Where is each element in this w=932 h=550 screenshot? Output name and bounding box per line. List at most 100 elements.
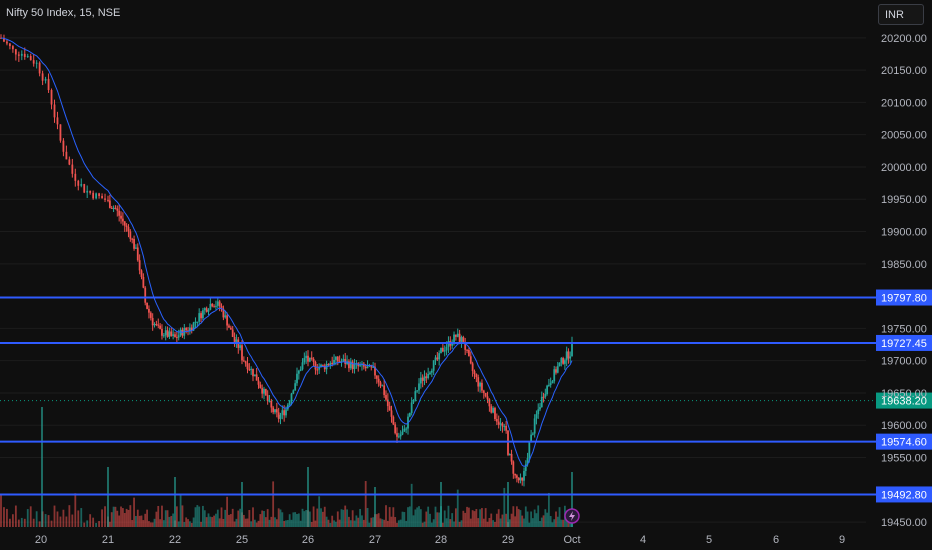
candle-body bbox=[62, 140, 65, 152]
candle-body bbox=[279, 414, 282, 419]
price-tick: 20100.00 bbox=[881, 97, 927, 109]
price-tick: 19850.00 bbox=[881, 259, 927, 271]
volume-bar bbox=[499, 518, 502, 527]
candle-body bbox=[270, 400, 273, 408]
candle-body bbox=[268, 400, 271, 402]
candle-body bbox=[508, 454, 511, 456]
candle-body bbox=[228, 325, 230, 328]
volume-bar bbox=[482, 518, 485, 527]
volume-bar bbox=[183, 522, 186, 527]
candle-body bbox=[401, 431, 404, 435]
candle-body bbox=[53, 104, 56, 118]
candle-body bbox=[166, 330, 169, 337]
price-tick: 19700.00 bbox=[881, 356, 927, 368]
volume-bar bbox=[202, 505, 204, 527]
candle-body bbox=[286, 404, 289, 410]
candle-body bbox=[412, 400, 415, 403]
candle-body bbox=[14, 49, 17, 55]
candle-body bbox=[253, 374, 256, 377]
candle-body bbox=[98, 193, 100, 197]
candle-body bbox=[272, 407, 275, 413]
volume-bar bbox=[253, 519, 256, 527]
candle-body bbox=[519, 477, 522, 481]
volume-bar bbox=[331, 515, 334, 527]
volume-bar bbox=[121, 508, 124, 527]
volume-bar bbox=[277, 508, 280, 527]
currency-selector[interactable]: INR bbox=[878, 4, 924, 25]
candle-body bbox=[301, 362, 304, 370]
candle-body bbox=[135, 247, 137, 249]
volume-bar bbox=[423, 521, 426, 527]
price-tick: 20000.00 bbox=[881, 162, 927, 174]
volume-bar bbox=[281, 512, 284, 527]
candle-body bbox=[397, 436, 400, 438]
volume-bar bbox=[490, 513, 493, 527]
candle-body bbox=[175, 337, 178, 339]
volume-bar bbox=[549, 516, 552, 527]
candle-body bbox=[231, 329, 234, 337]
volume-spike bbox=[374, 487, 376, 527]
candle-body bbox=[246, 363, 249, 370]
volume-bar bbox=[340, 509, 343, 527]
candle-body bbox=[144, 287, 147, 303]
volume-bar bbox=[250, 521, 253, 527]
candle-body bbox=[0, 37, 2, 39]
candle-body bbox=[445, 347, 448, 351]
volume-bar bbox=[65, 516, 68, 527]
candle-body bbox=[562, 358, 565, 364]
volume-bar bbox=[471, 510, 474, 527]
candle-body bbox=[83, 184, 86, 193]
volume-bar bbox=[505, 513, 508, 527]
flash-icon[interactable] bbox=[564, 508, 580, 524]
volume-bar bbox=[155, 511, 158, 527]
volume-bar bbox=[318, 496, 321, 527]
candle-body bbox=[495, 418, 498, 422]
candle-body bbox=[118, 210, 121, 216]
volume-spike bbox=[41, 407, 43, 527]
volume-bar bbox=[353, 520, 356, 527]
candle-body bbox=[530, 434, 533, 443]
candle-body bbox=[425, 376, 428, 379]
candle-body bbox=[198, 313, 201, 322]
candle-body bbox=[207, 309, 210, 312]
candle-body bbox=[121, 218, 124, 222]
candle-body bbox=[261, 388, 264, 394]
volume-bar bbox=[430, 522, 433, 527]
volume-bar bbox=[89, 514, 92, 527]
candle-body bbox=[469, 356, 472, 364]
candle-body bbox=[466, 349, 468, 351]
volume-bar bbox=[441, 522, 444, 527]
candle-body bbox=[146, 302, 148, 309]
volume-bar bbox=[203, 510, 206, 527]
candle-body bbox=[235, 339, 238, 342]
candle-body bbox=[510, 454, 513, 462]
candle-body bbox=[92, 192, 95, 199]
volume-bar bbox=[56, 511, 59, 527]
volume-bar bbox=[104, 506, 106, 527]
volume-bar bbox=[484, 508, 487, 527]
volume-bar bbox=[429, 513, 431, 527]
volume-bar bbox=[101, 509, 103, 527]
time-tick: 5 bbox=[706, 534, 712, 546]
volume-bar bbox=[329, 522, 332, 527]
volume-bar bbox=[239, 508, 242, 527]
volume-bar bbox=[148, 521, 150, 527]
candle-body bbox=[388, 406, 391, 411]
candle-body bbox=[507, 430, 509, 455]
volume-bar bbox=[211, 517, 214, 527]
candle-body bbox=[77, 180, 80, 186]
price-tick: 19950.00 bbox=[881, 194, 927, 206]
volume-spike bbox=[107, 467, 109, 527]
volume-bar bbox=[50, 520, 53, 527]
volume-bar bbox=[213, 515, 215, 527]
candle-body bbox=[41, 73, 44, 81]
candle-body bbox=[453, 334, 455, 344]
volume-bar bbox=[464, 512, 467, 527]
volume-bar bbox=[494, 521, 496, 527]
candle-body bbox=[386, 399, 389, 407]
volume-bar bbox=[425, 511, 428, 527]
volume-bar bbox=[140, 515, 143, 527]
candle-body bbox=[149, 312, 152, 318]
candle-body bbox=[430, 370, 433, 373]
